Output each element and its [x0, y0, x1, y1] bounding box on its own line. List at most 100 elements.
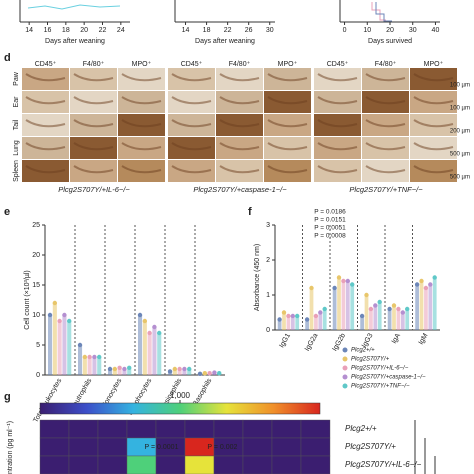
bar: [138, 315, 143, 375]
tissue-deco: [25, 96, 66, 105]
colorbar: [39, 402, 321, 415]
y-tick-label: 3: [266, 222, 270, 229]
heat-cell: [242, 437, 273, 457]
bar: [396, 309, 401, 330]
bar-top-dot: [290, 313, 295, 319]
scale-label: 100 µm: [450, 106, 470, 112]
x-tick-label: IgG3: [361, 332, 375, 349]
bar: [147, 333, 152, 375]
heat-cell: [155, 455, 186, 474]
tissue-deco: [121, 165, 162, 174]
bar: [187, 369, 192, 375]
x-tick-label: 18: [203, 27, 211, 34]
histology-tile: [70, 137, 117, 159]
histology-tile: [264, 114, 311, 136]
bar-top-dot: [197, 371, 203, 376]
histology-tile: [362, 137, 409, 159]
heat-cell: [126, 419, 157, 439]
y-tick-label: 2: [266, 257, 270, 264]
colorbar-tick: 1,000: [170, 391, 191, 400]
histology-tile: [22, 160, 69, 182]
bar: [290, 316, 295, 330]
x-tick-label: IgM: [418, 332, 430, 346]
bar-top-dot: [82, 354, 88, 360]
bar-top-dot: [97, 354, 102, 360]
bar-top-dot: [373, 303, 378, 308]
tissue-deco: [413, 96, 454, 105]
bar-top-dot: [52, 300, 58, 306]
bar: [373, 305, 378, 330]
heat-cell: [97, 455, 128, 474]
bar: [432, 277, 437, 330]
heat-cell: [39, 419, 70, 439]
bar-top-dot: [309, 285, 314, 291]
histology-tile: [168, 137, 215, 159]
row-label: Plcg2S707Y/+: [345, 442, 396, 451]
bar-top-dot: [142, 318, 148, 324]
column-header: CD45⁺: [327, 61, 349, 68]
histology-tile: [216, 91, 263, 113]
bar: [172, 369, 177, 375]
bar-top-dot: [349, 282, 355, 287]
bar-top-dot: [92, 354, 97, 360]
legend-swatch: [342, 356, 348, 362]
scale-label: 500 µm: [450, 152, 470, 158]
histology-tile: [314, 137, 361, 159]
x-tick-label: 16: [44, 27, 52, 34]
bar-top-dot: [332, 285, 337, 291]
histology-tile: [168, 160, 215, 182]
bar: [87, 357, 92, 375]
bar: [332, 288, 337, 330]
tissue-deco: [413, 119, 454, 128]
row-label: Tail: [13, 119, 20, 130]
y-axis-label: Cell count (×10³/µl): [24, 270, 31, 329]
bar: [122, 369, 127, 375]
histology-tile: [410, 91, 457, 113]
histology-tile: [314, 68, 361, 90]
histology-tile: [264, 160, 311, 182]
tissue-deco: [317, 73, 358, 82]
row-label: Paw: [13, 71, 20, 86]
bar: [400, 312, 405, 330]
heat-cell: [97, 419, 128, 439]
bar-top-dot: [423, 285, 429, 291]
bar-top-dot: [294, 313, 300, 319]
x-tick-label: 24: [117, 27, 125, 34]
bar: [67, 321, 72, 375]
bar: [286, 316, 291, 330]
bar-top-dot: [432, 275, 437, 280]
tissue-deco: [171, 142, 212, 151]
bar-top-dot: [137, 312, 143, 318]
bar: [405, 309, 410, 330]
x-tick-label: IgA: [391, 332, 402, 345]
group-caption: Plcg2S707Y/+TNF−/−: [349, 185, 423, 194]
tissue-deco: [267, 96, 308, 105]
bar-top-dot: [404, 306, 410, 312]
heat-cell: [242, 455, 273, 474]
bar: [62, 315, 67, 375]
bar: [57, 321, 62, 375]
heat-cell: [300, 437, 331, 457]
y-tick-label: 5: [36, 342, 40, 349]
p-value: P = 0.0008: [314, 233, 346, 240]
x-axis-label: Days after weaning: [45, 38, 105, 45]
tissue-deco: [365, 142, 406, 151]
bar: [305, 319, 309, 330]
bar-top-dot: [62, 312, 67, 318]
tissue-deco: [413, 73, 454, 82]
histology-tile: [362, 68, 409, 90]
x-tick-label: 10: [363, 27, 371, 34]
histology-tile: [70, 68, 117, 90]
bar-top-dot: [177, 366, 182, 372]
bar: [392, 305, 396, 330]
bar: [341, 281, 346, 330]
x-axis-label: Days after weaning: [195, 38, 255, 45]
bar-top-dot: [359, 313, 365, 319]
p-value: P = 0.002: [207, 444, 237, 451]
tissue-deco: [73, 165, 114, 174]
y-axis-label: Absorbance (450 nm): [254, 244, 261, 311]
bar-top-dot: [428, 282, 433, 287]
p-value: P = 0.0001: [145, 444, 179, 451]
line-deco: [27, 4, 121, 10]
column-header: F4/80⁺: [83, 61, 105, 68]
